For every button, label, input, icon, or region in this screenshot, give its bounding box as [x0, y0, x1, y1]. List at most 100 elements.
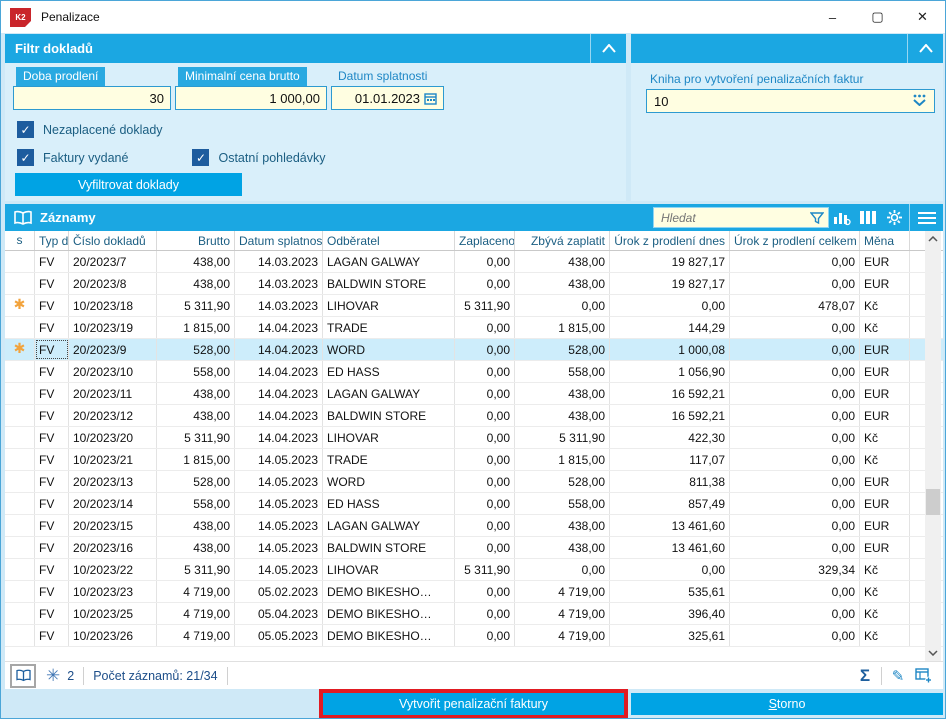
column-header-urok_dnes[interactable]: Úrok z prodlení dnes — [610, 231, 730, 250]
scroll-up-icon[interactable] — [925, 231, 941, 247]
table-row[interactable]: FV 20/2023/13 528,00 14.05.2023 WORD 0,00 528,… — [5, 471, 943, 493]
cell-zaplaceno: 0,00 — [455, 449, 515, 470]
calendar-icon[interactable] — [424, 92, 437, 105]
k2-app-icon: K2 — [10, 7, 31, 27]
table-row[interactable]: FV 10/2023/20 5 311,90 14.04.2023 LIHOVAR 0,0… — [5, 427, 943, 449]
nezaplacene-doklady-checkbox[interactable]: ✓ — [17, 121, 34, 138]
cell-zbyva: 438,00 — [515, 537, 610, 558]
cell-s: ✱ — [5, 339, 35, 360]
cell-typ: FV — [35, 471, 69, 492]
column-header-odberatel[interactable]: Odběratel — [323, 231, 455, 250]
cell-datum: 14.05.2023 — [235, 537, 323, 558]
table-row[interactable]: FV 20/2023/11 438,00 14.04.2023 LAGAN GALWAY… — [5, 383, 943, 405]
records-title: Záznamy — [40, 210, 96, 225]
faktury-vydane-checkbox[interactable]: ✓ — [17, 149, 34, 166]
cell-mena: EUR — [860, 251, 910, 272]
cell-mena: EUR — [860, 515, 910, 536]
cell-urok_dnes: 325,61 — [610, 625, 730, 646]
collapse-book-button[interactable] — [907, 34, 943, 63]
table-row[interactable]: FV 20/2023/16 438,00 14.05.2023 BALDWIN STOR… — [5, 537, 943, 559]
column-header-typ[interactable]: Typ d — [35, 231, 69, 250]
table-row[interactable]: FV 20/2023/15 438,00 14.05.2023 LAGAN GALWAY… — [5, 515, 943, 537]
column-header-mena[interactable]: Měna — [860, 231, 910, 250]
table-row[interactable]: ✱ FV 10/2023/18 5 311,90 14.03.2023 LIHOVAR 5 … — [5, 295, 943, 317]
table-row[interactable]: FV 10/2023/19 1 815,00 14.04.2023 TRADE 0,00 1… — [5, 317, 943, 339]
table-row[interactable]: FV 10/2023/25 4 719,00 05.04.2023 DEMO BIKES… — [5, 603, 943, 625]
table-row[interactable]: FV 10/2023/26 4 719,00 05.05.2023 DEMO BIKES… — [5, 625, 943, 647]
cell-cislo: 10/2023/22 — [69, 559, 157, 580]
cell-urok_dnes: 0,00 — [610, 295, 730, 316]
cell-zaplaceno: 0,00 — [455, 427, 515, 448]
table-row[interactable]: FV 10/2023/21 1 815,00 14.05.2023 TRADE 0,00 1… — [5, 449, 943, 471]
cell-s — [5, 317, 35, 338]
column-header-zaplaceno[interactable]: Zaplaceno — [455, 231, 515, 250]
copy-table-button[interactable] — [911, 667, 937, 684]
vertical-scrollbar[interactable] — [925, 231, 941, 661]
cell-cislo: 10/2023/18 — [69, 295, 157, 316]
minimalni-cena-input[interactable]: 1 000,00 — [175, 86, 327, 110]
table-header-row: s Typ d Číslo dokladů Brutto Datum splatnost… — [5, 231, 943, 251]
table-row[interactable]: FV 10/2023/23 4 719,00 05.02.2023 DEMO BIKES… — [5, 581, 943, 603]
vyfiltrovat-doklady-button[interactable]: Vyfiltrovat doklady — [15, 173, 242, 196]
column-header-zbyva[interactable]: Zbývá zaplatit — [515, 231, 610, 250]
column-header-brutto[interactable]: Brutto — [157, 231, 235, 250]
cell-brutto: 558,00 — [157, 493, 235, 514]
table-row[interactable]: FV 20/2023/8 438,00 14.03.2023 BALDWIN STORE… — [5, 273, 943, 295]
table-row[interactable]: FV 20/2023/12 438,00 14.04.2023 BALDWIN STOR… — [5, 405, 943, 427]
storno-button[interactable]: Storno — [631, 693, 943, 715]
ostatni-pohledavky-checkbox[interactable]: ✓ — [192, 149, 210, 166]
table-row[interactable]: FV 20/2023/14 558,00 14.05.2023 ED HASS 0,00 5… — [5, 493, 943, 515]
table-row[interactable]: FV 10/2023/22 5 311,90 14.05.2023 LIHOVAR 5 3… — [5, 559, 943, 581]
cell-zaplaceno: 0,00 — [455, 251, 515, 272]
column-header-urok_celkem[interactable]: Úrok z prodlení celkem — [730, 231, 860, 250]
cell-odberatel: LIHOVAR — [323, 427, 455, 448]
column-header-s[interactable]: s — [5, 231, 35, 250]
cell-zaplaceno: 0,00 — [455, 273, 515, 294]
cell-brutto: 4 719,00 — [157, 603, 235, 624]
cell-datum: 14.05.2023 — [235, 559, 323, 580]
cell-datum: 14.04.2023 — [235, 317, 323, 338]
cell-urok_dnes: 19 827,17 — [610, 251, 730, 272]
scroll-down-icon[interactable] — [925, 645, 941, 661]
cell-urok_dnes: 0,00 — [610, 559, 730, 580]
cell-typ: FV — [35, 493, 69, 514]
cell-datum: 14.04.2023 — [235, 339, 323, 360]
cell-zbyva: 558,00 — [515, 493, 610, 514]
kniha-input[interactable]: 10 — [646, 89, 935, 113]
cell-typ: FV — [35, 581, 69, 602]
table-row[interactable]: ✱ FV 20/2023/9 528,00 14.04.2023 WORD 0,00 528,… — [5, 339, 943, 361]
cell-cislo: 10/2023/19 — [69, 317, 157, 338]
settings-gear-button[interactable] — [881, 204, 907, 231]
column-header-datum[interactable]: Datum splatnosti — [235, 231, 323, 250]
columns-button[interactable] — [855, 204, 881, 231]
cell-urok_celkem: 0,00 — [730, 625, 860, 646]
vytvorit-penalizacni-faktury-button[interactable]: Vytvořit penalizační faktury — [319, 689, 628, 718]
scrollbar-thumb[interactable] — [926, 489, 940, 515]
maximize-button[interactable]: ▢ — [871, 9, 884, 24]
cell-cislo: 20/2023/15 — [69, 515, 157, 536]
table-row[interactable]: FV 20/2023/7 438,00 14.03.2023 LAGAN GALWAY 0… — [5, 251, 943, 273]
filter-panel: Filtr dokladů Doba prodlení 30 Minimalní… — [5, 34, 626, 201]
doba-prodleni-input[interactable]: 30 — [13, 86, 171, 110]
column-header-cislo[interactable]: Číslo dokladů — [69, 231, 157, 250]
book-view-button[interactable] — [10, 663, 36, 688]
dropdown-icon[interactable] — [912, 94, 927, 109]
datum-splatnosti-input[interactable]: 01.01.2023 — [331, 86, 444, 110]
collapse-filter-button[interactable] — [590, 34, 626, 63]
cell-zaplaceno: 0,00 — [455, 361, 515, 382]
search-input[interactable] — [653, 207, 829, 228]
cell-datum: 14.03.2023 — [235, 251, 323, 272]
cell-odberatel: BALDWIN STORE — [323, 537, 455, 558]
close-button[interactable]: ✕ — [917, 9, 928, 24]
menu-button[interactable] — [909, 204, 943, 231]
cell-mena: Kč — [860, 559, 910, 580]
table-row[interactable]: FV 20/2023/10 558,00 14.04.2023 ED HASS 0,00 5… — [5, 361, 943, 383]
minimize-button[interactable]: – — [828, 9, 837, 25]
cell-zbyva: 4 719,00 — [515, 581, 610, 602]
edit-pencil-button[interactable]: ✎ — [891, 667, 905, 685]
chevron-up-icon — [918, 44, 933, 53]
cell-cislo: 10/2023/25 — [69, 603, 157, 624]
sum-button[interactable]: Σ — [859, 665, 871, 685]
filter-funnel-icon[interactable] — [810, 211, 824, 225]
chart-view-button[interactable] — [829, 204, 855, 231]
